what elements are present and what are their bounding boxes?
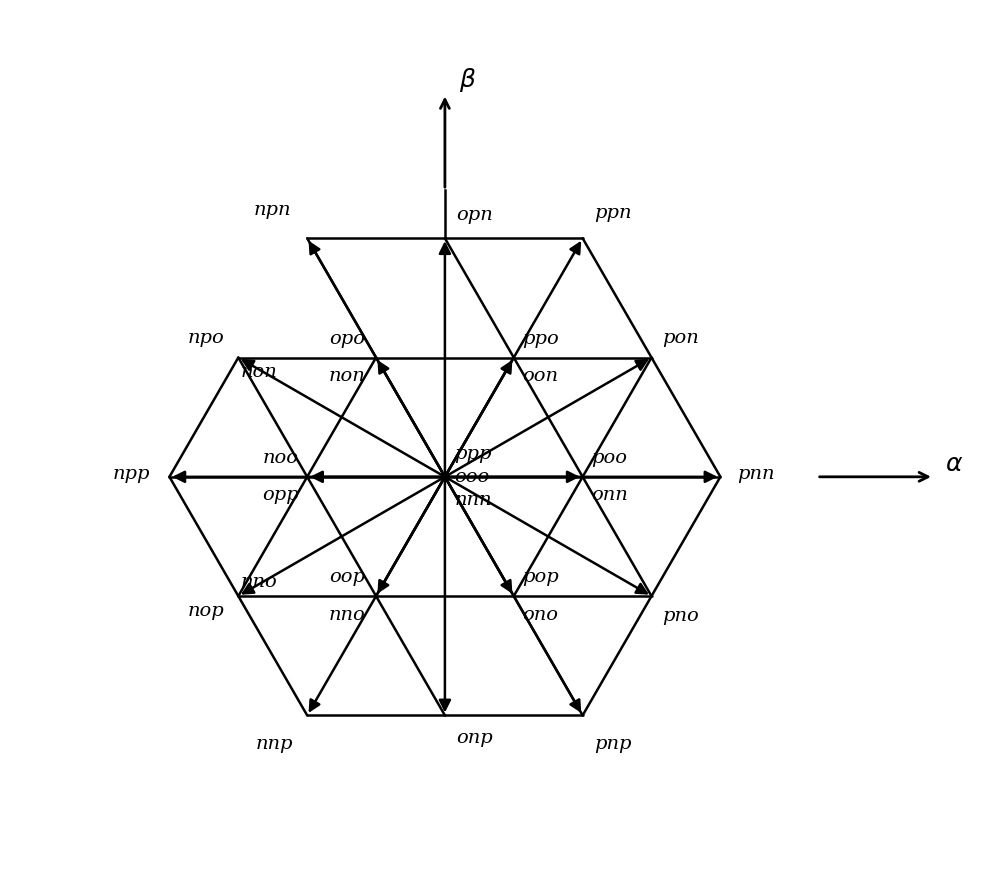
Text: pon: pon (663, 328, 699, 347)
Text: non: non (241, 363, 278, 381)
Text: onp: onp (456, 729, 493, 747)
Text: $\beta$: $\beta$ (459, 65, 476, 94)
Text: nnp: nnp (256, 734, 293, 753)
Text: pnn: pnn (737, 465, 774, 483)
Text: noo: noo (263, 449, 299, 467)
Text: poo: poo (591, 449, 627, 467)
Text: $\alpha$: $\alpha$ (945, 453, 963, 476)
Text: npp: npp (113, 465, 150, 483)
Text: ppo: ppo (522, 330, 559, 348)
Text: ppp: ppp (455, 445, 492, 463)
Text: pnp: pnp (594, 734, 631, 753)
Text: nno: nno (241, 572, 278, 591)
Text: opn: opn (456, 206, 493, 225)
Text: ppn: ppn (594, 204, 631, 222)
Text: pop: pop (522, 569, 559, 586)
Text: nop: nop (188, 602, 225, 619)
Text: nno: nno (328, 605, 365, 624)
Text: opo: opo (329, 330, 365, 348)
Text: npn: npn (253, 201, 291, 219)
Text: oop: oop (329, 569, 365, 586)
Text: nnn: nnn (455, 490, 492, 509)
Text: onn: onn (591, 487, 628, 504)
Text: non: non (328, 368, 365, 385)
Text: oon: oon (522, 368, 558, 385)
Text: npo: npo (188, 328, 225, 347)
Text: pno: pno (663, 607, 699, 625)
Text: ono: ono (522, 605, 558, 624)
Text: opp: opp (262, 487, 299, 504)
Text: ooo: ooo (455, 468, 490, 486)
